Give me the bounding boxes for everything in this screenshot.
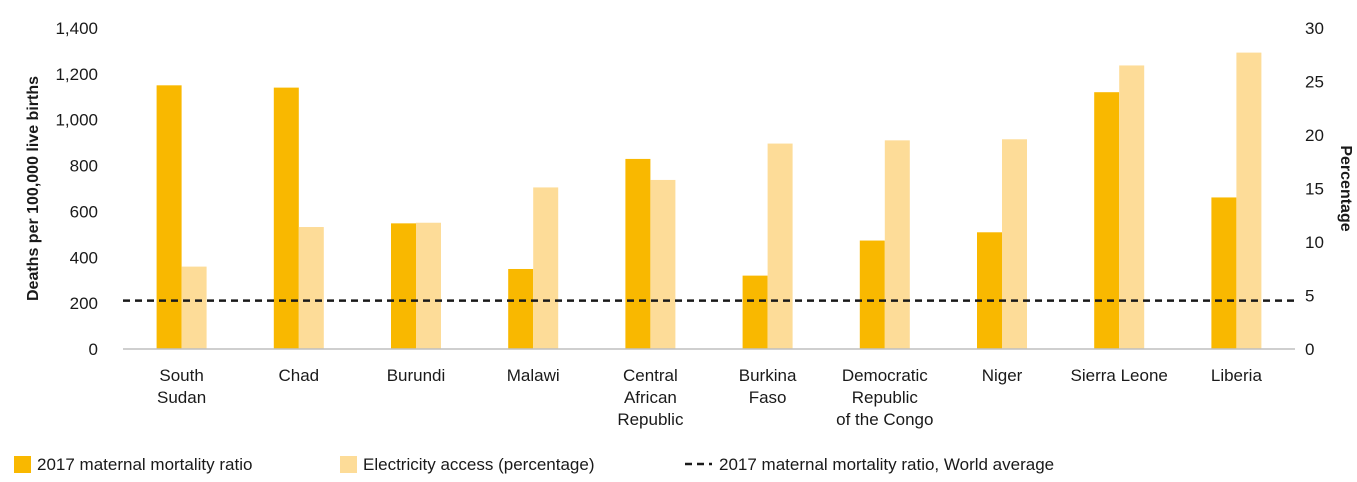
y-left-axis-title: Deaths per 100,000 live births <box>25 76 42 301</box>
bar-maternal-mortality <box>391 223 416 349</box>
y-left-tick-label: 1,000 <box>55 111 98 130</box>
category-label: Chad <box>278 366 319 385</box>
category-label: Burundi <box>387 366 446 385</box>
bar-maternal-mortality <box>156 85 182 350</box>
y-right-tick-label: 20 <box>1305 126 1324 145</box>
y-left-tick-label: 0 <box>89 340 98 359</box>
category-label: South <box>159 366 203 385</box>
legend-swatch-maternal-mortality <box>14 456 31 473</box>
bar-maternal-mortality <box>508 268 534 349</box>
category-label: Faso <box>749 388 787 407</box>
bar-electricity-access <box>1002 139 1027 349</box>
category-label: Republic <box>852 388 919 407</box>
bar-maternal-mortality <box>273 87 299 349</box>
bar-electricity-access <box>650 179 676 349</box>
y-right-tick-label: 30 <box>1305 19 1324 38</box>
y-right-tick-label: 25 <box>1305 73 1324 92</box>
y-right-axis-title: Percentage <box>1337 145 1354 231</box>
category-label: Republic <box>617 410 684 429</box>
category-label: Liberia <box>1211 366 1263 385</box>
category-label: Democratic <box>842 366 928 385</box>
y-right-tick-label: 0 <box>1305 340 1314 359</box>
bar-electricity-access <box>767 143 793 349</box>
bar-electricity-access <box>1236 52 1262 350</box>
legend-label-world-average: 2017 maternal mortality ratio, World ave… <box>719 455 1054 474</box>
y-left-tick-label: 800 <box>70 157 98 176</box>
category-label: Sudan <box>157 388 206 407</box>
legend-label-electricity-access: Electricity access (percentage) <box>363 455 594 474</box>
category-label: African <box>624 388 677 407</box>
legend-label-maternal-mortality: 2017 maternal mortality ratio <box>37 455 252 474</box>
category-label: Sierra Leone <box>1071 366 1168 385</box>
legend-swatch-electricity-access <box>340 456 357 473</box>
bar-electricity-access <box>181 266 207 349</box>
bar-electricity-access <box>298 227 324 349</box>
category-label: Malawi <box>507 366 560 385</box>
bar-maternal-mortality <box>742 275 768 349</box>
bar-maternal-mortality <box>1211 197 1237 349</box>
bar-maternal-mortality <box>859 240 885 349</box>
bar-maternal-mortality <box>977 232 1002 349</box>
y-left-tick-label: 1,400 <box>55 19 98 38</box>
y-left-tick-label: 600 <box>70 202 98 221</box>
y-left-tick-label: 200 <box>70 294 98 313</box>
bar-electricity-access <box>884 140 910 349</box>
bar-maternal-mortality <box>1094 92 1120 349</box>
bar-electricity-access <box>1119 65 1145 349</box>
category-label: Niger <box>982 366 1023 385</box>
y-right-tick-label: 10 <box>1305 233 1324 252</box>
category-label: of the Congo <box>836 410 933 429</box>
bar-electricity-access <box>533 187 559 349</box>
y-right-tick-label: 5 <box>1305 287 1314 306</box>
bar-electricity-access <box>416 222 441 349</box>
y-right-tick-label: 15 <box>1305 180 1324 199</box>
y-left-tick-label: 400 <box>70 248 98 267</box>
category-label: Burkina <box>739 366 797 385</box>
category-label: Central <box>623 366 678 385</box>
y-left-tick-label: 1,200 <box>55 65 98 84</box>
bar-maternal-mortality <box>625 158 651 349</box>
